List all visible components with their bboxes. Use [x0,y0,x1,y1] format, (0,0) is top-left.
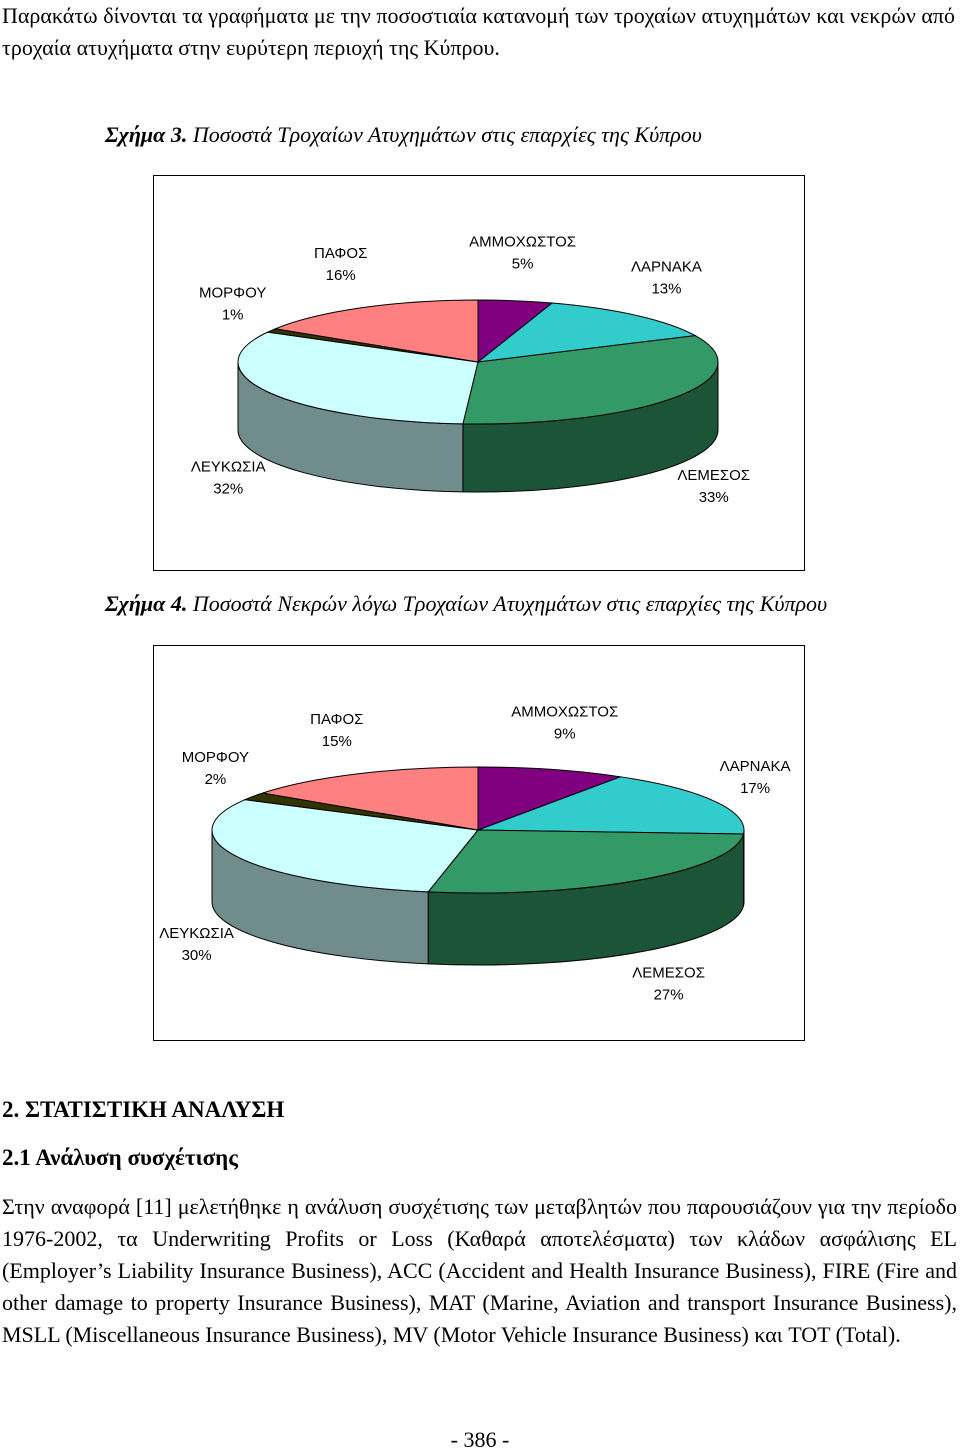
slice-label: ΜΟΡΦΟΥ [199,285,266,302]
pie-slice [237,331,479,425]
slice-label: ΜΟΡΦΟΥ [182,749,249,766]
slice-value-label: 33% [699,489,729,506]
pie-slice [477,766,623,831]
slice-value-label: 27% [654,986,684,1003]
paragraph: Στην αναφορά [11] μελετήθηκε η ανάλυση σ… [2,1194,957,1347]
slice-label: ΛΑΡΝΑΚΑ [720,758,791,775]
slice-value-label: 30% [182,947,212,964]
slice-label: ΠΑΦΟΣ [314,245,367,262]
slice-label: ΛΕΜΕΣΟΣ [632,964,705,981]
subsection-heading: 2.1 Ανάλυση συσχέτισης [2,1145,238,1170]
pie-slice [273,299,479,363]
page-number: - 386 - [450,1427,510,1452]
figure-caption: Σχήμα 3. Ποσοστά Τροχαίων Ατυχημάτων στι… [105,122,702,148]
slice-value-label: 1% [222,307,244,324]
pie-chart: ΑΜΜΟΧΩΣΤΟΣ 5% ΛΑΡΝΑΚΑ 13% ΛΕΜΕΣΟΣ 33% ΛΕΥΚΩΣΙΑ… [153,175,805,571]
slice-value-label: 13% [651,281,681,298]
figure-title: Ποσοστά Νεκρών λόγω Τροχαίων Ατυχημάτων … [192,591,828,616]
slice-value-label: 17% [740,780,770,797]
slice-label: ΛΕΜΕΣΟΣ [677,467,750,484]
figure-label: Σχήμα 3. [105,122,188,147]
pie-slice [462,335,719,425]
pie-slice [476,302,697,363]
pie-slice [477,776,745,835]
slice-label: ΛΑΡΝΑΚΑ [631,259,702,276]
slice-label: ΑΜΜΟΧΩΣΤΟΣ [511,703,618,720]
slice-value-label: 32% [213,481,243,498]
slice-value-label: 9% [554,725,576,742]
pie-slice [427,829,745,894]
figure-label: Σχήμα 4. [105,591,188,616]
slice-value-label: 2% [205,771,227,788]
intro: Παρακάτω δίνονται τα γραφήματα με την πο… [2,3,955,60]
slice-label: ΠΑΦΟΣ [310,711,363,728]
figure-title: Ποσοστά Τροχαίων Ατυχημάτων στις επαρχίε… [192,122,702,147]
slice-label: ΛΕΥΚΩΣΙΑ [159,925,234,942]
pie-slice [211,799,479,893]
pie-slice [262,766,479,831]
slice-value-label: 5% [512,255,534,272]
slice-value-label: 15% [322,733,352,750]
slice-label: ΑΜΜΟΧΩΣΤΟΣ [469,233,576,250]
slice-label: ΛΕΥΚΩΣΙΑ [191,459,266,476]
figure-caption: Σχήμα 4. Ποσοστά Νεκρών λόγω Τροχαίων Ατ… [105,591,827,617]
pie-chart: ΑΜΜΟΧΩΣΤΟΣ 9% ΛΑΡΝΑΚΑ 17% ΛΕΜΕΣΟΣ 27% ΛΕΥΚΩΣΙΑ… [153,645,805,1041]
section-heading: 2. ΣΤΑΤΙΣΤΙΚΗ ΑΝΑΛΥΣΗ [2,1097,285,1122]
slice-value-label: 16% [326,267,356,284]
